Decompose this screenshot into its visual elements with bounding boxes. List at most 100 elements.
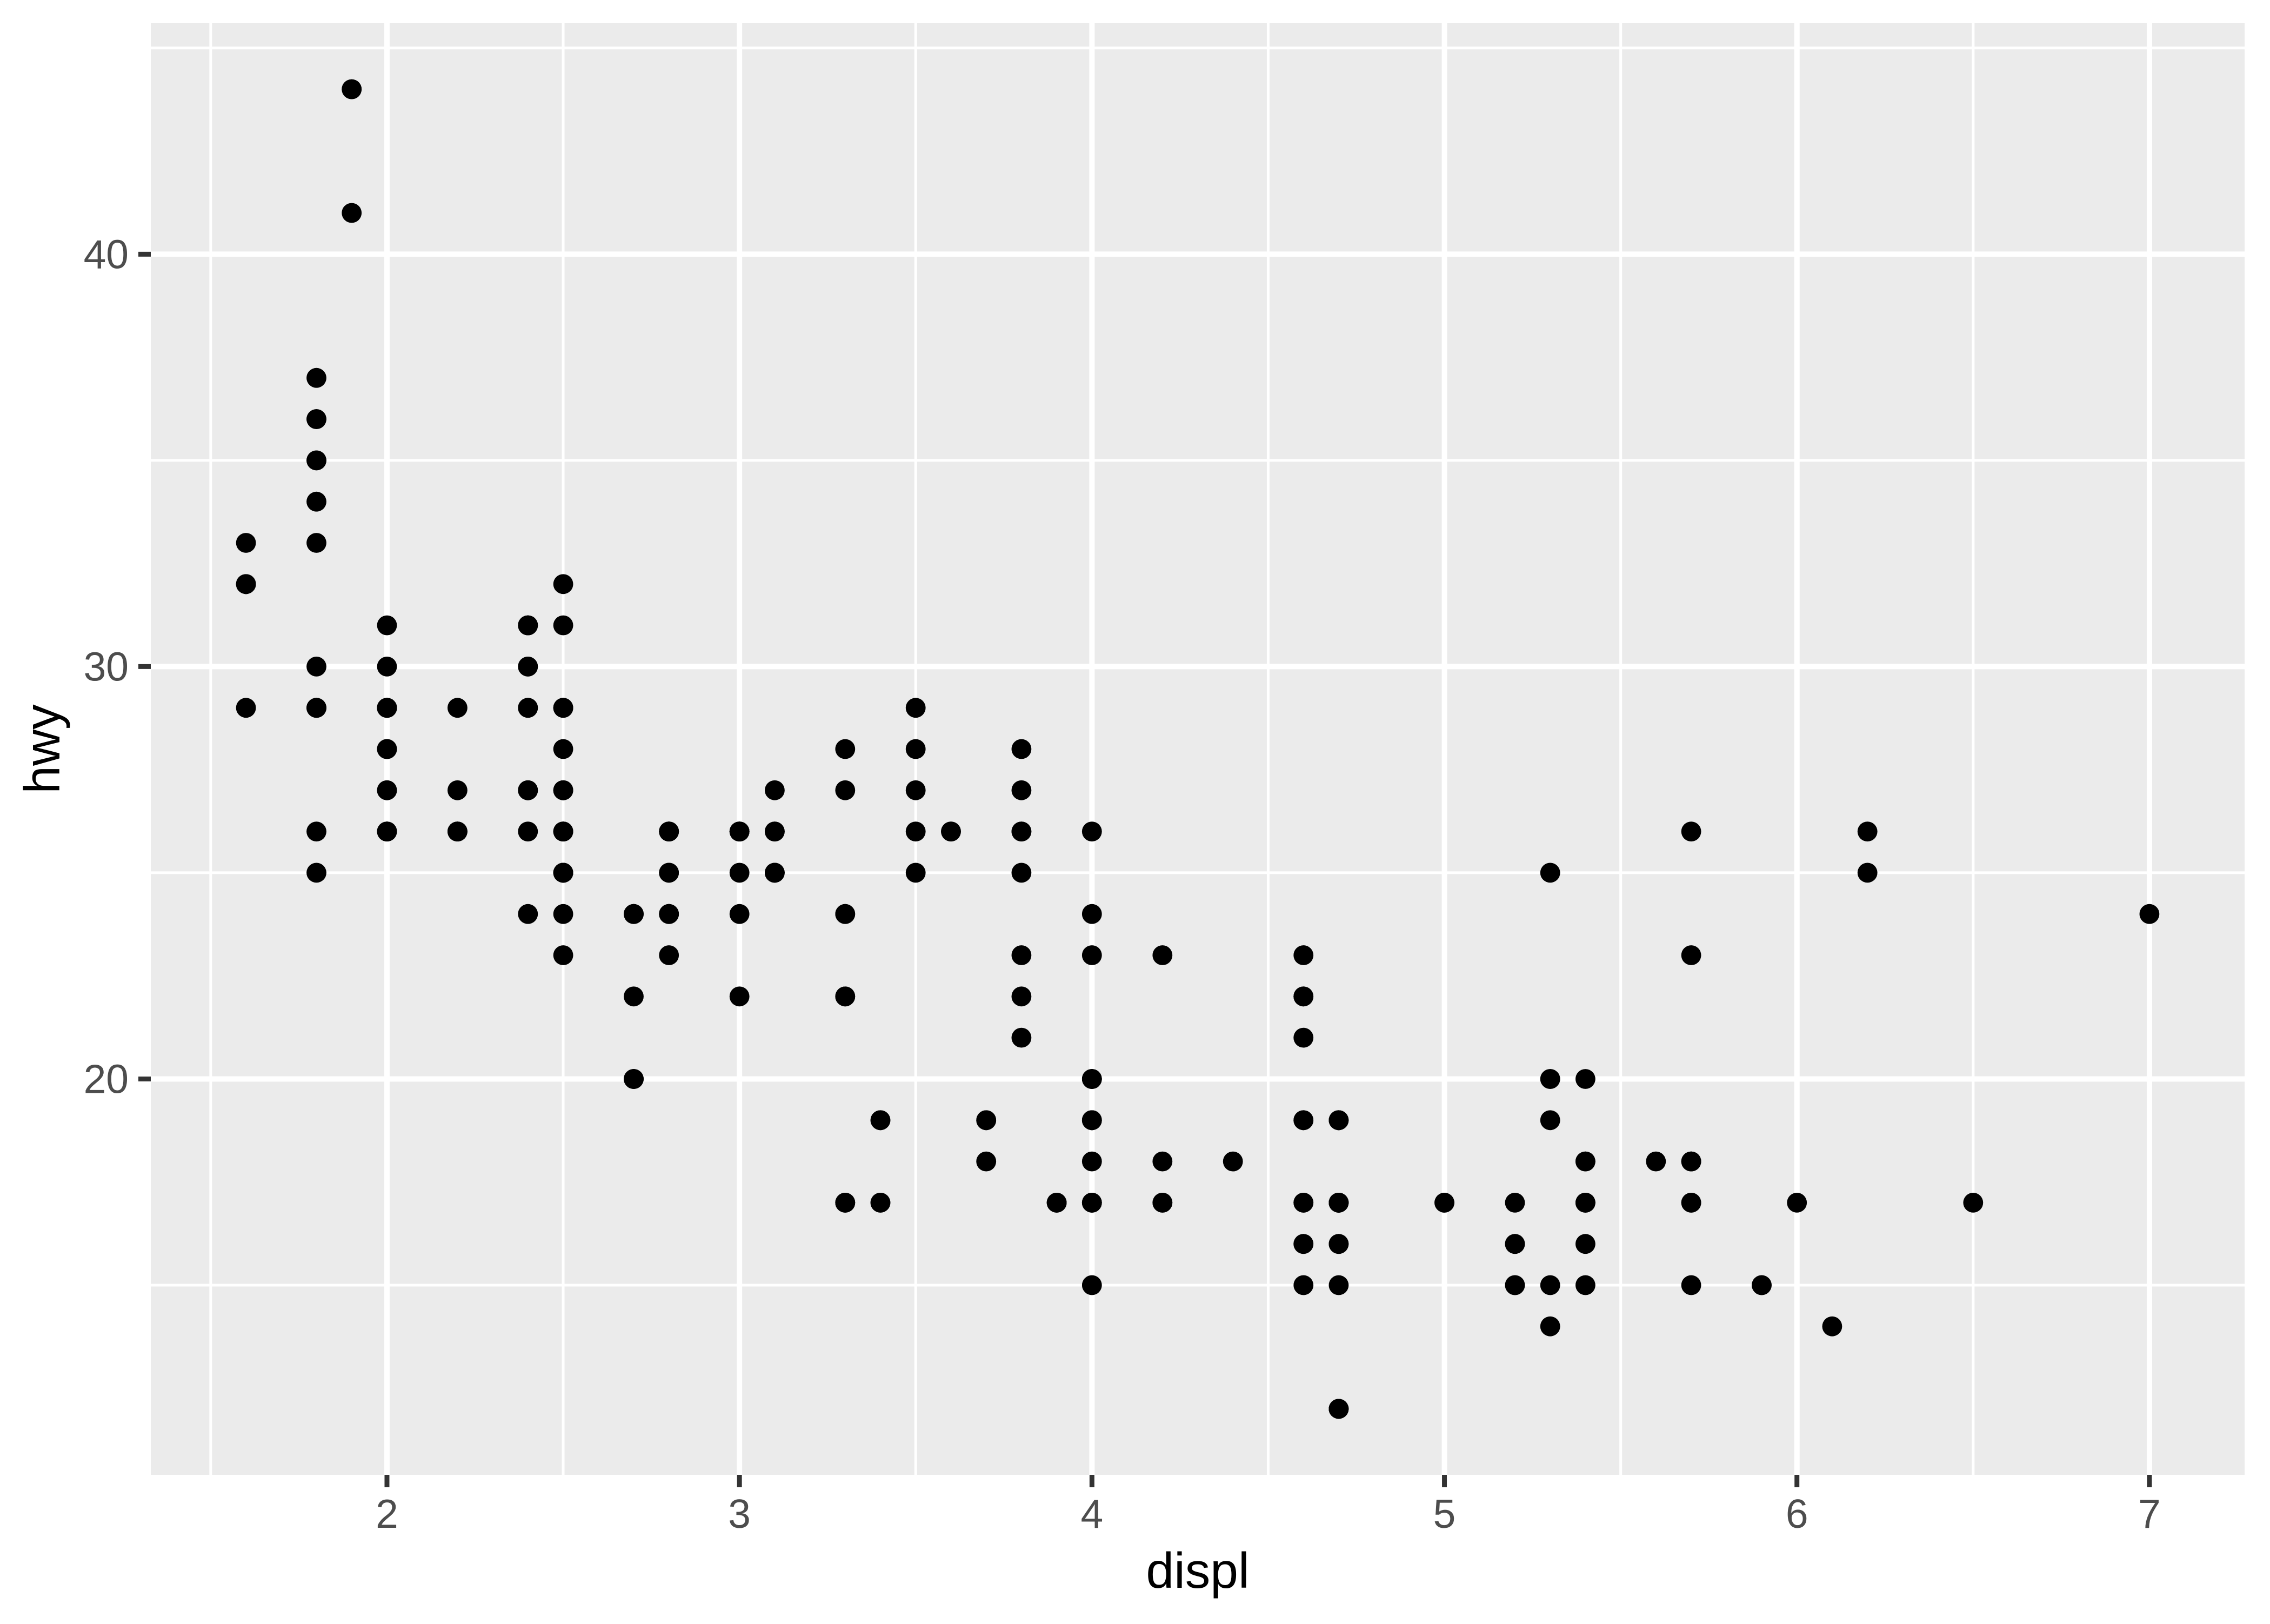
data-point (835, 1193, 856, 1213)
data-point (1505, 1234, 1525, 1254)
data-point (905, 780, 926, 800)
data-point (1011, 986, 1032, 1007)
x-tick-label: 5 (1433, 1491, 1456, 1536)
data-point (1575, 1275, 1595, 1295)
data-point (624, 1069, 644, 1089)
x-tick-label: 7 (2138, 1491, 2161, 1536)
data-point (1575, 1069, 1595, 1089)
data-point (553, 780, 573, 800)
data-point (905, 698, 926, 718)
y-axis-title: hwy (14, 704, 70, 794)
data-point (448, 780, 468, 800)
data-point (1681, 1275, 1701, 1295)
data-point (1081, 1069, 1102, 1089)
data-point (1681, 1151, 1701, 1172)
data-point (1963, 1193, 1984, 1213)
x-tick-label: 2 (376, 1491, 398, 1536)
data-point (377, 739, 397, 759)
data-point (306, 821, 326, 841)
data-point (1575, 1193, 1595, 1213)
data-point (1011, 863, 1032, 883)
data-point (306, 450, 326, 471)
data-point (1752, 1275, 1772, 1295)
data-point (659, 904, 679, 924)
data-point (624, 986, 644, 1007)
data-point (553, 821, 573, 841)
data-point (236, 698, 256, 718)
data-point (1540, 1316, 1560, 1336)
data-point (1081, 1193, 1102, 1213)
data-point (1293, 1110, 1314, 1131)
y-axis-ticks (138, 251, 151, 1081)
data-point (306, 657, 326, 677)
data-point (905, 863, 926, 883)
data-point (377, 698, 397, 718)
data-point (1293, 945, 1314, 965)
data-point (835, 904, 856, 924)
data-point (1540, 1110, 1560, 1131)
x-tick-label: 4 (1080, 1491, 1103, 1536)
data-point (518, 615, 538, 636)
data-point (624, 904, 644, 924)
data-point (377, 615, 397, 636)
data-point (1011, 945, 1032, 965)
data-point (1787, 1193, 1807, 1213)
data-point (1328, 1399, 1349, 1419)
data-point (448, 821, 468, 841)
data-point (236, 574, 256, 594)
data-point (1857, 821, 1878, 841)
data-point (905, 739, 926, 759)
data-point (1293, 1193, 1314, 1213)
data-point (553, 698, 573, 718)
data-point (1857, 863, 1878, 883)
data-point (729, 821, 750, 841)
data-point (659, 821, 679, 841)
data-point (835, 739, 856, 759)
data-point (553, 574, 573, 594)
data-point (306, 863, 326, 883)
data-point (236, 533, 256, 553)
data-points (236, 79, 2160, 1419)
data-point (1540, 863, 1560, 883)
data-point (306, 533, 326, 553)
data-point (342, 79, 362, 99)
data-point (1505, 1193, 1525, 1213)
data-point (1328, 1193, 1349, 1213)
data-point (729, 986, 750, 1007)
data-point (905, 821, 926, 841)
data-point (1223, 1151, 1243, 1172)
data-point (518, 657, 538, 677)
data-point (1011, 1027, 1032, 1048)
data-point (1081, 1275, 1102, 1295)
data-point (1081, 1110, 1102, 1131)
data-point (553, 945, 573, 965)
data-point (765, 863, 785, 883)
data-point (518, 904, 538, 924)
data-point (1152, 1151, 1173, 1172)
data-point (1575, 1151, 1595, 1172)
data-point (2139, 904, 2160, 924)
data-point (1081, 821, 1102, 841)
data-point (976, 1151, 997, 1172)
data-point (659, 945, 679, 965)
data-point (1293, 1234, 1314, 1254)
data-point (1681, 945, 1701, 965)
data-point (1293, 1027, 1314, 1048)
data-point (1011, 780, 1032, 800)
data-point (377, 821, 397, 841)
data-point (870, 1110, 891, 1131)
y-tick-label: 30 (84, 644, 129, 689)
data-point (1575, 1234, 1595, 1254)
data-point (553, 904, 573, 924)
data-point (1328, 1275, 1349, 1295)
y-axis-tick-labels: 20 30 40 (84, 231, 129, 1101)
data-point (1046, 1193, 1067, 1213)
data-point (1681, 1193, 1701, 1213)
data-point (1152, 1193, 1173, 1213)
x-axis-ticks (384, 1475, 2152, 1487)
data-point (835, 780, 856, 800)
data-point (729, 904, 750, 924)
data-point (1293, 1275, 1314, 1295)
